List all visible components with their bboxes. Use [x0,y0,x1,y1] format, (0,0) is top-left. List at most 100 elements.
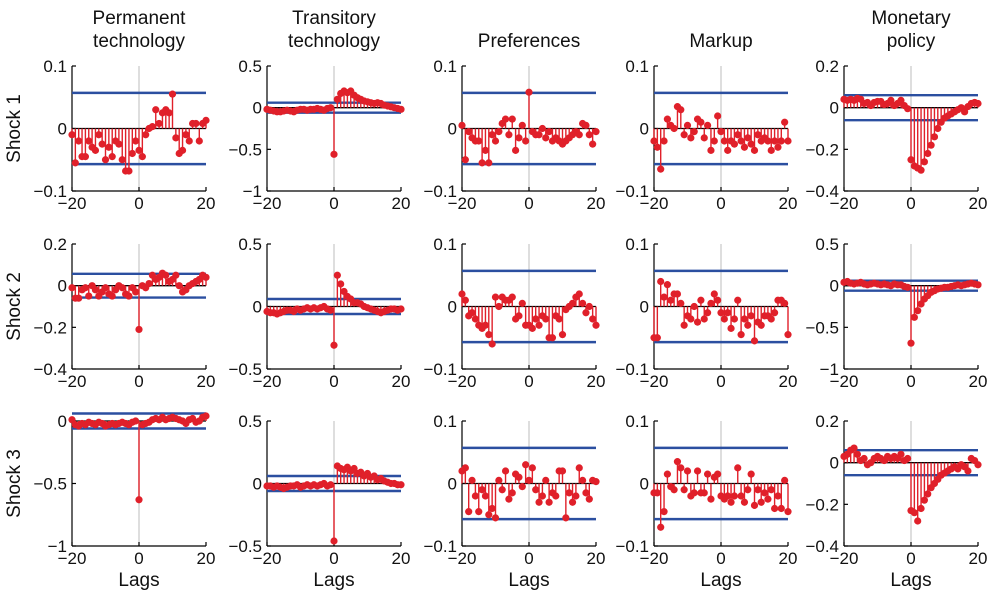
stem-marker [767,486,775,494]
stem-marker [974,99,982,108]
stem-marker [687,134,695,142]
stem-marker [589,140,597,148]
stem-marker [327,481,335,489]
x-tick-label: 0 [716,194,725,213]
stem-marker [488,131,496,139]
stem-marker [155,119,163,128]
x-tick-label: −20 [830,372,859,391]
stem-marker [202,412,210,420]
stem-marker [757,321,765,329]
stem-marker [707,495,715,503]
y-tick-label: −0.2 [805,495,839,514]
stem-marker [135,325,143,334]
y-tick-label: −0.4 [805,537,839,556]
column-title: technology [93,31,185,52]
stem-marker [850,444,858,452]
stem-marker [471,315,479,323]
panel: −1 −0.5 0 −20 0 20 [33,412,215,568]
stem-marker [767,315,775,323]
panel: −0.4 −0.2 0 0.2 −20 0 20 [33,235,215,391]
y-tick-label: 0.1 [625,412,649,431]
y-tick-label: −0.1 [423,537,457,556]
stem-marker [707,299,715,307]
stem-marker [505,131,513,139]
x-tick-label: 20 [587,549,606,568]
stem-marker [660,137,668,145]
stem-marker [585,495,593,503]
x-tick-label: −20 [253,194,282,213]
panel: −1 −0.5 0 0.5 −20 0 20 [805,235,987,391]
stem-marker [704,470,712,478]
stem-marker [568,498,577,506]
y-tick-label: −0.1 [423,182,457,201]
stem-marker [750,146,759,154]
stem-marker [704,121,712,129]
stem-marker [717,309,725,317]
x-tick-label: −20 [58,549,87,568]
stem-marker [582,309,590,317]
stem-marker [558,467,567,475]
stem-marker [491,137,500,145]
stem-marker [185,137,193,145]
stem-marker [680,486,688,494]
x-tick-label: 20 [197,372,216,391]
stem-marker [195,137,203,145]
stem-marker [897,450,905,458]
y-tick-label: 0.2 [43,235,67,254]
stem-marker [528,464,536,472]
stem-marker [128,149,136,158]
y-tick-label: −0.1 [615,182,649,201]
stem-marker [663,470,672,478]
stem-marker [330,341,338,349]
stem-marker [192,119,200,128]
stem-marker [132,288,140,296]
stem-marker [750,337,759,345]
stem-marker [397,305,405,313]
stem-marker [95,131,103,139]
panel: −0.1 0 0.1 −20 0 20 [423,235,605,391]
panel: −0.4 −0.2 0 0.2 −20 0 20 [805,412,987,568]
stem-marker [485,331,493,339]
x-tick-label: 20 [969,194,988,213]
stem-marker [202,116,210,124]
stem-marker [924,490,932,498]
stem-marker [774,492,782,500]
stem-marker [781,476,789,484]
x-tick-label: −20 [253,372,282,391]
x-tick-label: 20 [197,549,216,568]
stem-marker [575,290,583,298]
stem-marker [81,284,89,292]
stem-marker [542,134,550,142]
y-tick-label: 0 [253,475,262,494]
stem-marker [687,315,695,323]
y-tick-label: 0.2 [815,57,839,76]
stem-marker [471,492,479,500]
stem-marker [904,454,912,463]
panel: −0.1 0 0.1 −20 0 20 [423,57,605,213]
stem-marker [501,115,510,123]
stem-marker [683,467,692,475]
stem-marker [690,128,698,136]
stem-marker [670,124,678,133]
stem-marker [910,509,918,517]
stem-marker [657,165,665,173]
stem-marker [585,131,593,139]
stem-marker [532,315,540,323]
stem-marker [740,498,749,506]
y-tick-label: 0.2 [815,412,839,431]
stem-marker [771,309,779,317]
stem-marker [582,489,590,497]
y-tick-label: 0 [640,475,649,494]
y-tick-label: −1 [243,182,262,201]
stem-marker [764,495,772,503]
panel: −0.4 −0.2 0 0.2 −20 0 20 [805,57,987,213]
stem-marker [555,315,563,323]
stem-marker [71,159,79,167]
x-tick-label: 0 [134,549,143,568]
stem-marker [575,464,583,472]
y-tick-label: 0 [830,99,839,118]
x-axis-label: Lags [700,570,741,591]
stem-marker [532,486,540,494]
stem-marker [589,315,597,323]
